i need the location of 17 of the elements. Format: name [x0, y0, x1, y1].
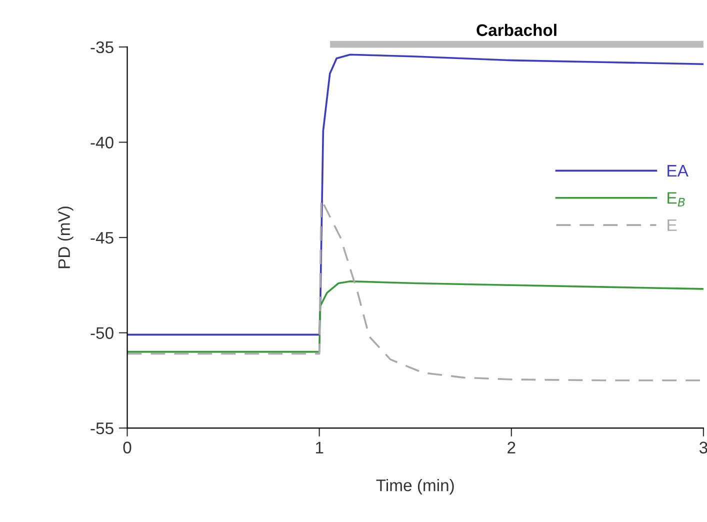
y-tick-label: -40 [90, 136, 114, 148]
text: Carbachol [476, 24, 556, 36]
x-tick-label: 1 [316, 442, 324, 454]
line-series [127, 54, 704, 336]
text: EA [668, 165, 688, 177]
line-series [127, 280, 704, 353]
text: E$_{B}$ [668, 192, 685, 206]
y-axis-title: PD (mV) [58, 206, 74, 268]
y-tick-label: -50 [90, 327, 114, 339]
text: E [668, 219, 677, 231]
x-tick-label: 2 [508, 442, 516, 454]
y-tick-label: -55 [90, 422, 114, 434]
x-axis-title: Time (min) [376, 478, 454, 495]
x-tick-label: 3 [699, 442, 707, 454]
y-tick-label: -45 [90, 232, 114, 244]
y-tick-label: -35 [90, 41, 114, 54]
x-tick-label: 0 [123, 442, 132, 454]
